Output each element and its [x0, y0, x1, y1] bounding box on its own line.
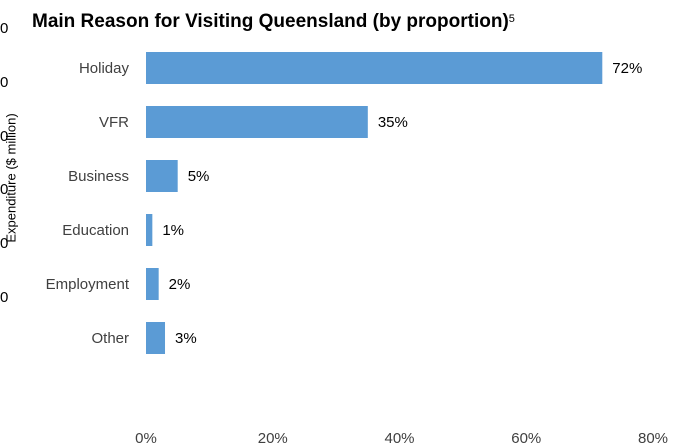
x-tick-label: 80% [638, 430, 668, 447]
stray-tick-glyph: 0 [0, 289, 9, 306]
bar-other [146, 322, 166, 354]
data-label: 2% [169, 276, 191, 293]
stray-tick-glyph: 0 [0, 74, 9, 91]
bar-employment [146, 268, 159, 300]
x-tick-label: 0% [135, 430, 157, 447]
bar-holiday [146, 52, 603, 84]
stray-tick-glyph: 0 [0, 181, 9, 198]
stray-tick-glyph: 0 [0, 128, 9, 145]
stray-tick-glyph: 0 [0, 235, 9, 252]
stray-tick-glyph: 0 [0, 20, 9, 37]
category-label: Other [91, 330, 129, 347]
title-footnote-marker: 5 [508, 13, 515, 25]
data-label: 72% [612, 60, 642, 77]
chart-title: Main Reason for Visiting Queensland (by … [32, 11, 515, 33]
bar-education [146, 214, 153, 246]
category-label: Employment [46, 276, 130, 293]
bar-business [146, 160, 178, 192]
category-label: Holiday [79, 60, 130, 77]
x-tick-label: 40% [384, 430, 414, 447]
chart-title-text: Main Reason for Visiting Queensland (by … [32, 11, 509, 32]
data-label: 3% [175, 330, 197, 347]
x-tick-label: 20% [258, 430, 288, 447]
category-label: VFR [99, 114, 129, 131]
bar-vfr [146, 106, 368, 138]
data-label: 35% [378, 114, 408, 131]
x-tick-label: 60% [511, 430, 541, 447]
category-label: Education [62, 222, 129, 239]
data-label: 5% [188, 168, 210, 185]
category-label: Business [68, 168, 129, 185]
data-label: 1% [162, 222, 184, 239]
